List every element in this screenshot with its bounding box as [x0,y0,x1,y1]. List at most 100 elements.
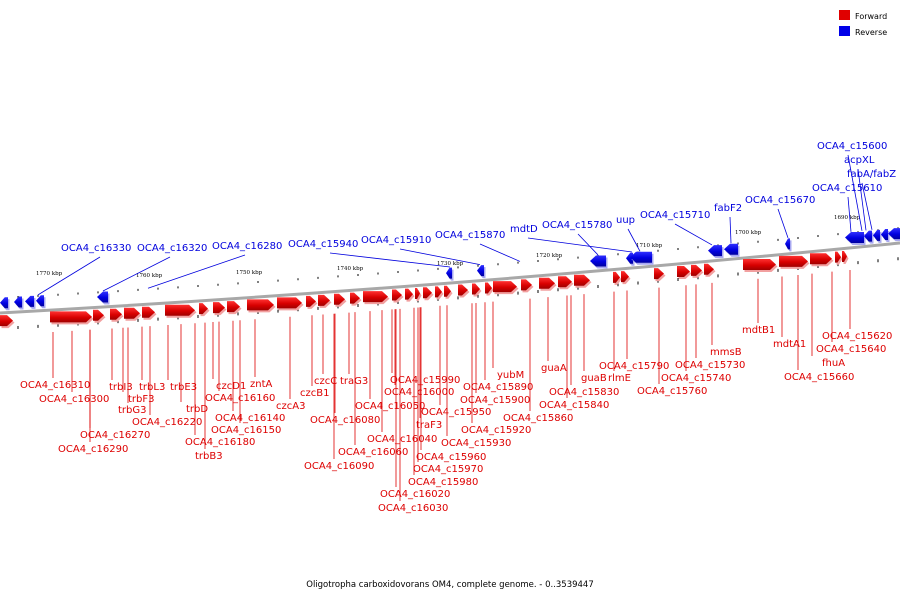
gene-arrow[interactable] [458,284,468,296]
gene-label[interactable]: OCA4_c15790 [599,361,669,372]
gene-arrow[interactable] [306,295,316,307]
gene-label[interactable]: trbE3 [170,382,197,393]
gene-arrow[interactable] [810,253,832,265]
gene-label[interactable]: OCA4_c15760 [637,386,707,397]
gene-arrow[interactable] [888,228,900,240]
gene-arrow[interactable] [835,251,841,263]
gene-arrow[interactable] [350,292,360,304]
gene-arrow[interactable] [435,286,442,298]
gene-label[interactable]: OCA4_c15640 [816,344,886,355]
gene-arrow[interactable] [142,306,155,318]
gene-label[interactable]: trbF3 [128,394,155,405]
gene-label[interactable]: OCA4_c16310 [20,380,90,391]
gene-arrow[interactable] [493,281,517,293]
gene-label[interactable]: OCA4_c15660 [784,372,854,383]
gene-label[interactable]: yubM [497,370,524,381]
gene-arrow[interactable] [25,295,34,307]
gene-arrow[interactable] [415,288,420,300]
gene-arrow[interactable] [539,277,555,289]
gene-label[interactable]: guaB [581,373,607,384]
gene-label[interactable]: zntA [250,379,273,390]
gene-label[interactable]: OCA4_c15980 [408,477,478,488]
gene-arrow[interactable] [444,285,451,297]
gene-label[interactable]: czcA3 [276,401,305,412]
gene-arrow[interactable] [472,283,480,295]
gene-label[interactable]: OCA4_c15600 [817,141,887,152]
gene-label[interactable]: OCA4_c16000 [384,387,454,398]
gene-arrow[interactable] [521,279,532,291]
gene-label[interactable]: OCA4_c15890 [463,382,533,393]
gene-arrow[interactable] [446,267,452,279]
gene-arrow[interactable] [199,303,208,315]
gene-arrow[interactable] [97,291,108,303]
gene-label[interactable]: OCA4_c15740 [661,373,731,384]
gene-label[interactable]: OCA4_c15870 [435,230,505,241]
gene-label[interactable]: OCA4_c15620 [822,331,892,342]
gene-label[interactable]: trbI3 [109,382,133,393]
gene-arrow[interactable] [124,307,140,319]
gene-arrow[interactable] [842,250,847,262]
gene-arrow[interactable] [93,309,104,321]
gene-label[interactable]: trbD [186,404,208,415]
gene-label[interactable]: OCA4_c16180 [185,437,255,448]
gene-label[interactable]: mmsB [710,347,742,358]
gene-label[interactable]: rlmE [608,373,631,384]
gene-label[interactable]: OCA4_c15940 [288,239,358,250]
gene-label[interactable]: OCA4_c15900 [460,395,530,406]
gene-label[interactable]: OCA4_c16280 [212,241,282,252]
gene-label[interactable]: OCA4_c16060 [338,447,408,458]
gene-label[interactable]: mdtA1 [773,339,806,350]
gene-label[interactable]: OCA4_c16080 [310,415,380,426]
gene-label[interactable]: OCA4_c16320 [137,243,207,254]
gene-label[interactable]: OCA4_c15730 [675,360,745,371]
gene-label[interactable]: fabA/fabZ [847,169,896,180]
gene-arrow[interactable] [785,238,790,250]
gene-arrow[interactable] [724,243,738,255]
gene-arrow[interactable] [779,255,808,267]
gene-label[interactable]: OCA4_c16030 [378,503,448,514]
gene-arrow[interactable] [590,255,606,267]
gene-label[interactable]: OCA4_c16040 [367,434,437,445]
gene-arrow[interactable] [558,276,572,288]
gene-label[interactable]: OCA4_c16300 [39,394,109,405]
gene-arrow[interactable] [0,297,8,309]
gene-arrow[interactable] [845,231,864,243]
gene-label[interactable]: traF3 [416,420,442,431]
gene-arrow[interactable] [864,230,872,242]
gene-label[interactable]: czcC [314,376,337,387]
gene-label[interactable]: OCA4_c15710 [640,210,710,221]
gene-label[interactable]: OCA4_c15920 [461,425,531,436]
gene-arrow[interactable] [677,265,690,277]
gene-arrow[interactable] [621,271,629,283]
gene-arrow[interactable] [247,299,274,311]
gene-arrow[interactable] [14,296,22,308]
gene-label[interactable]: OCA4_c15780 [542,220,612,231]
gene-arrow[interactable] [630,251,652,263]
gene-arrow[interactable] [334,293,345,305]
gene-arrow[interactable] [708,245,722,257]
gene-label[interactable]: OCA4_c16290 [58,444,128,455]
gene-arrow[interactable] [36,295,44,307]
gene-label[interactable]: OCA4_c15950 [421,407,491,418]
gene-label[interactable]: OCA4_c15840 [539,400,609,411]
gene-label[interactable]: OCA4_c16140 [215,413,285,424]
gene-label[interactable]: mdtD [510,224,538,235]
gene-arrow[interactable] [423,287,432,299]
gene-label[interactable]: OCA4_c15910 [361,235,431,246]
gene-label[interactable]: trbG3 [118,405,147,416]
gene-label[interactable]: guaA [541,363,567,374]
gene-label[interactable]: OCA4_c15830 [549,387,619,398]
gene-arrow[interactable] [213,302,225,314]
gene-arrow[interactable] [881,229,888,241]
gene-arrow[interactable] [165,304,195,316]
gene-label[interactable]: czcB1 [300,388,329,399]
gene-label[interactable]: OCA4_c16330 [61,243,131,254]
gene-arrow[interactable] [227,301,240,313]
gene-arrow[interactable] [704,263,714,275]
gene-label[interactable]: OCA4_c16020 [380,489,450,500]
gene-label[interactable]: uup [616,215,635,226]
gene-label[interactable]: traG3 [340,376,368,387]
gene-label[interactable]: fabF2 [714,203,742,214]
gene-label[interactable]: mdtB1 [742,325,775,336]
gene-label[interactable]: OCA4_c15990 [390,375,460,386]
